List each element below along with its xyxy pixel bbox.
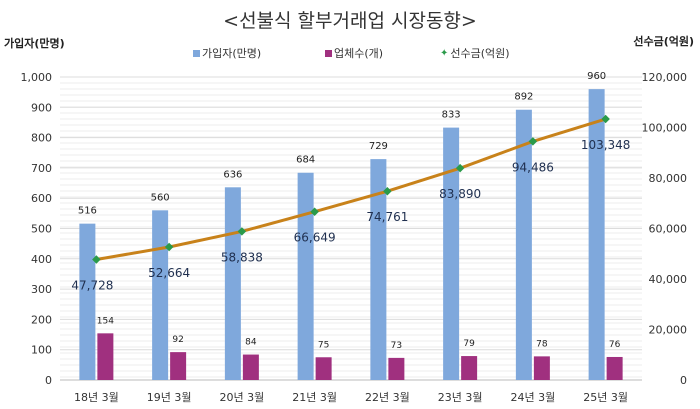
left-tick-label: 400 <box>31 253 52 266</box>
bar-label-companies: 79 <box>463 339 475 349</box>
left-tick-label: 1,000 <box>21 71 53 84</box>
bar-subscribers <box>297 172 314 380</box>
bar-label-subscribers: 960 <box>587 71 606 82</box>
left-tick-label: 900 <box>31 101 52 114</box>
right-tick-label: 100,000 <box>642 122 688 135</box>
bar-subscribers <box>588 89 605 381</box>
bar-subscribers <box>370 159 387 380</box>
right-tick-label: 60,000 <box>649 223 688 236</box>
bar-label-companies: 75 <box>318 340 329 350</box>
bar-label-subscribers: 636 <box>223 169 242 180</box>
left-tick-label: 200 <box>31 313 52 326</box>
line-label-prepayment: 66,649 <box>294 231 336 245</box>
bar-label-subscribers: 892 <box>514 92 533 103</box>
line-prepayment <box>96 117 607 261</box>
bar-companies <box>315 357 332 380</box>
legend-label: 가입자(만명) <box>202 47 262 60</box>
line-marker <box>455 163 465 173</box>
right-axis-title: 선수금(억원) <box>633 35 694 48</box>
left-tick-label: 0 <box>45 374 52 387</box>
legend-item-subscribers: 가입자(만명) <box>193 45 261 61</box>
bar-label-companies: 73 <box>391 341 402 351</box>
x-tick-label: 24년 3월 <box>511 391 556 404</box>
legend-item-prepayment: ✦ 선수금(억원) <box>440 45 510 61</box>
x-tick-label: 18년 3월 <box>74 391 119 404</box>
line-label-prepayment: 83,890 <box>439 187 481 201</box>
line-label-prepayment: 103,348 <box>581 138 631 152</box>
chart-title: <선불식 할부거래업 시장동향> <box>223 10 477 32</box>
line-marker <box>164 242 174 252</box>
legend-label: 선수금(억원) <box>450 47 510 60</box>
legend-item-companies: 업체수(개) <box>325 45 383 61</box>
left-tick-label: 300 <box>31 283 52 296</box>
line-marker <box>92 255 101 264</box>
left-tick-label: 100 <box>31 344 52 357</box>
x-tick-label: 22년 3월 <box>365 391 410 404</box>
right-tick-label: 40,000 <box>649 273 688 286</box>
right-tick-label: 120,000 <box>642 71 688 84</box>
right-tick-label: 80,000 <box>649 172 688 185</box>
x-tick-label: 21년 3월 <box>292 391 337 404</box>
x-tick-label: 20년 3월 <box>220 391 265 404</box>
bar-companies <box>533 356 550 380</box>
bar-label-companies: 76 <box>609 340 621 350</box>
line-label-prepayment: 47,728 <box>71 278 113 292</box>
legend-label: 업체수(개) <box>334 47 384 60</box>
left-tick-label: 500 <box>31 223 52 236</box>
bar-label-subscribers: 729 <box>369 141 388 152</box>
bar-subscribers <box>152 210 169 380</box>
bar-companies <box>170 352 187 380</box>
legend-swatch <box>193 49 200 57</box>
left-axis-title: 가입자(만명) <box>4 37 65 50</box>
line-label-prepayment: 94,486 <box>512 160 554 174</box>
bar-label-companies: 78 <box>536 339 548 349</box>
left-tick-label: 700 <box>31 162 52 175</box>
bar-label-subscribers: 833 <box>442 110 461 121</box>
bar-companies <box>97 333 114 380</box>
line-label-prepayment: 52,664 <box>148 266 190 280</box>
bar-label-companies: 92 <box>172 335 183 345</box>
bar-companies <box>242 354 259 380</box>
legend-swatch <box>325 49 332 57</box>
left-tick-label: 600 <box>31 192 52 205</box>
legend-marker-icon: ✦ <box>440 47 449 59</box>
bar-subscribers <box>443 127 460 380</box>
bar-label-subscribers: 684 <box>296 155 315 166</box>
bar-subscribers <box>224 187 241 380</box>
bar-companies <box>606 356 623 380</box>
line-label-prepayment: 58,838 <box>221 250 263 264</box>
bar-label-companies: 84 <box>245 338 257 348</box>
bar-subscribers <box>515 109 532 380</box>
line-label-prepayment: 74,761 <box>366 210 408 224</box>
bar-companies <box>461 356 478 380</box>
line-marker <box>237 227 247 236</box>
bar-subscribers <box>79 223 96 380</box>
x-tick-label: 25년 3월 <box>583 391 628 404</box>
right-tick-label: 20,000 <box>649 324 688 337</box>
right-tick-label: 0 <box>680 374 687 387</box>
bar-label-subscribers: 516 <box>78 206 97 217</box>
bar-companies <box>388 357 405 380</box>
x-tick-label: 19년 3월 <box>147 391 192 404</box>
x-tick-label: 23년 3월 <box>438 391 483 404</box>
line-marker <box>383 186 392 196</box>
bar-label-companies: 154 <box>97 316 114 326</box>
bar-label-subscribers: 560 <box>151 192 170 203</box>
line-marker <box>310 207 319 216</box>
left-tick-label: 800 <box>31 132 52 145</box>
